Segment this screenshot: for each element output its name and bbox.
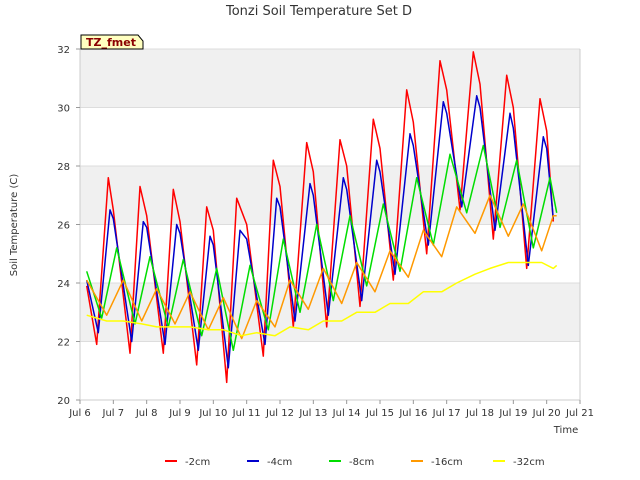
series-layer [85, 51, 558, 384]
legend-label: -2cm [185, 457, 210, 468]
x-tick-label: Jul 11 [232, 408, 261, 419]
legend: -2cm -4cm -8cm -16cm -32cm [165, 457, 545, 468]
x-tick-label: Jul 13 [298, 408, 327, 419]
station-badge-label: TZ_fmet [86, 36, 136, 49]
x-tick-label: Jul 10 [198, 408, 227, 419]
y-tick-label: 32 [57, 45, 70, 56]
x-tick-label: Jul 14 [332, 408, 361, 419]
series-line-32cmcm [86, 261, 558, 337]
grid-band [80, 166, 580, 225]
x-tick-label: Jul 21 [565, 408, 594, 419]
grid-band [80, 49, 580, 108]
series-line-16cmcm [86, 194, 557, 340]
legend-label: -4cm [267, 457, 292, 468]
y-tick-label: 20 [57, 396, 70, 407]
y-axis-ticks: 20 22 24 26 28 30 32 [57, 45, 80, 407]
x-axis-title: Time [553, 425, 578, 436]
y-tick-label: 30 [57, 104, 70, 115]
x-tick-label: Jul 9 [168, 408, 191, 419]
x-tick-label: Jul 19 [498, 408, 527, 419]
x-tick-label: Jul 6 [68, 408, 91, 419]
y-tick-label: 28 [57, 162, 70, 173]
y-tick-label: 26 [57, 221, 70, 232]
legend-label: -32cm [513, 457, 545, 468]
y-axis-title: Soil Temperature (C) [9, 174, 20, 277]
legend-label: -8cm [349, 457, 374, 468]
station-badge-box [80, 34, 144, 50]
y-tick-label: 22 [57, 338, 70, 349]
series-line-8cmcm [85, 144, 558, 352]
station-badge: TZ_fmet [80, 34, 144, 50]
x-tick-label: Jul 7 [102, 408, 125, 419]
x-tick-label: Jul 16 [398, 408, 427, 419]
x-axis-ticks: Jul 6 Jul 7 Jul 8 Jul 9 Jul 10 Jul 11 Jul 12 Ju… [68, 400, 594, 419]
x-tick-label: Jul 17 [432, 408, 461, 419]
x-tick-label: Jul 12 [265, 408, 294, 419]
y-tick-label: 24 [57, 279, 70, 290]
x-tick-label: Jul 8 [135, 408, 158, 419]
legend-label: -16cm [431, 457, 463, 468]
x-tick-label: Jul 18 [465, 408, 494, 419]
x-tick-label: Jul 15 [365, 408, 394, 419]
chart-title: Tonzi Soil Temperature Set D [225, 4, 412, 19]
x-tick-label: Jul 20 [532, 408, 561, 419]
